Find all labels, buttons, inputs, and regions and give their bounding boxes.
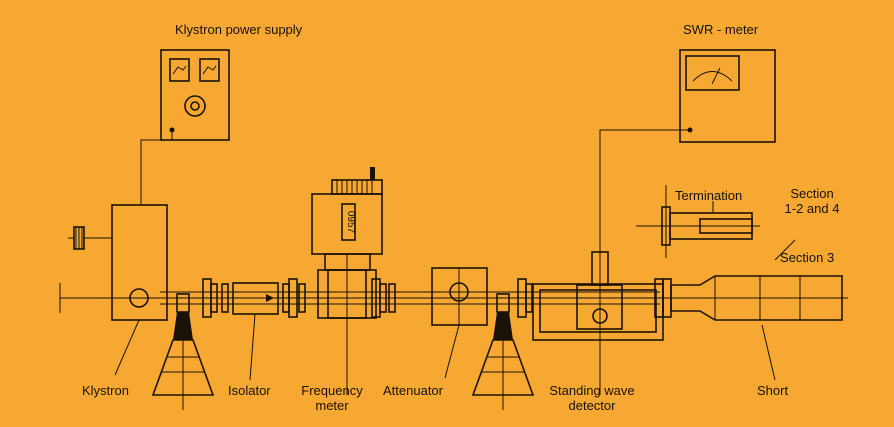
leader-lines bbox=[114, 201, 796, 381]
standing-wave-detector-label: Standing wave detector bbox=[549, 383, 635, 413]
frequency-dial-reading: 0957 bbox=[345, 211, 356, 234]
swr-meter-label: SWR - meter bbox=[683, 22, 759, 37]
stand-left bbox=[151, 293, 215, 410]
section-1-2-4-label: Section 1-2 and 4 bbox=[784, 186, 840, 216]
klystron-power-supply-label: Klystron power supply bbox=[175, 22, 303, 37]
standing-wave-detector bbox=[517, 251, 664, 395]
klystron-power-supply bbox=[160, 49, 230, 141]
section-3-label: Section 3 bbox=[780, 250, 835, 265]
frequency-meter-label: Frequency meter bbox=[301, 383, 363, 413]
stand-middle bbox=[471, 293, 535, 410]
klystron-label: Klystron bbox=[82, 383, 129, 398]
klystron bbox=[68, 204, 168, 321]
isolator-label: Isolator bbox=[228, 383, 271, 398]
isolator bbox=[202, 278, 298, 318]
termination-label: Termination bbox=[675, 188, 743, 203]
short bbox=[662, 275, 843, 321]
attenuator-label: Attenuator bbox=[383, 383, 443, 398]
termination bbox=[636, 185, 760, 258]
supply-cable bbox=[140, 130, 173, 205]
attenuator bbox=[431, 267, 488, 326]
swr-cable bbox=[599, 129, 690, 252]
short-label: Short bbox=[757, 383, 789, 398]
frequency-meter bbox=[298, 167, 396, 395]
swr-meter bbox=[679, 49, 776, 143]
